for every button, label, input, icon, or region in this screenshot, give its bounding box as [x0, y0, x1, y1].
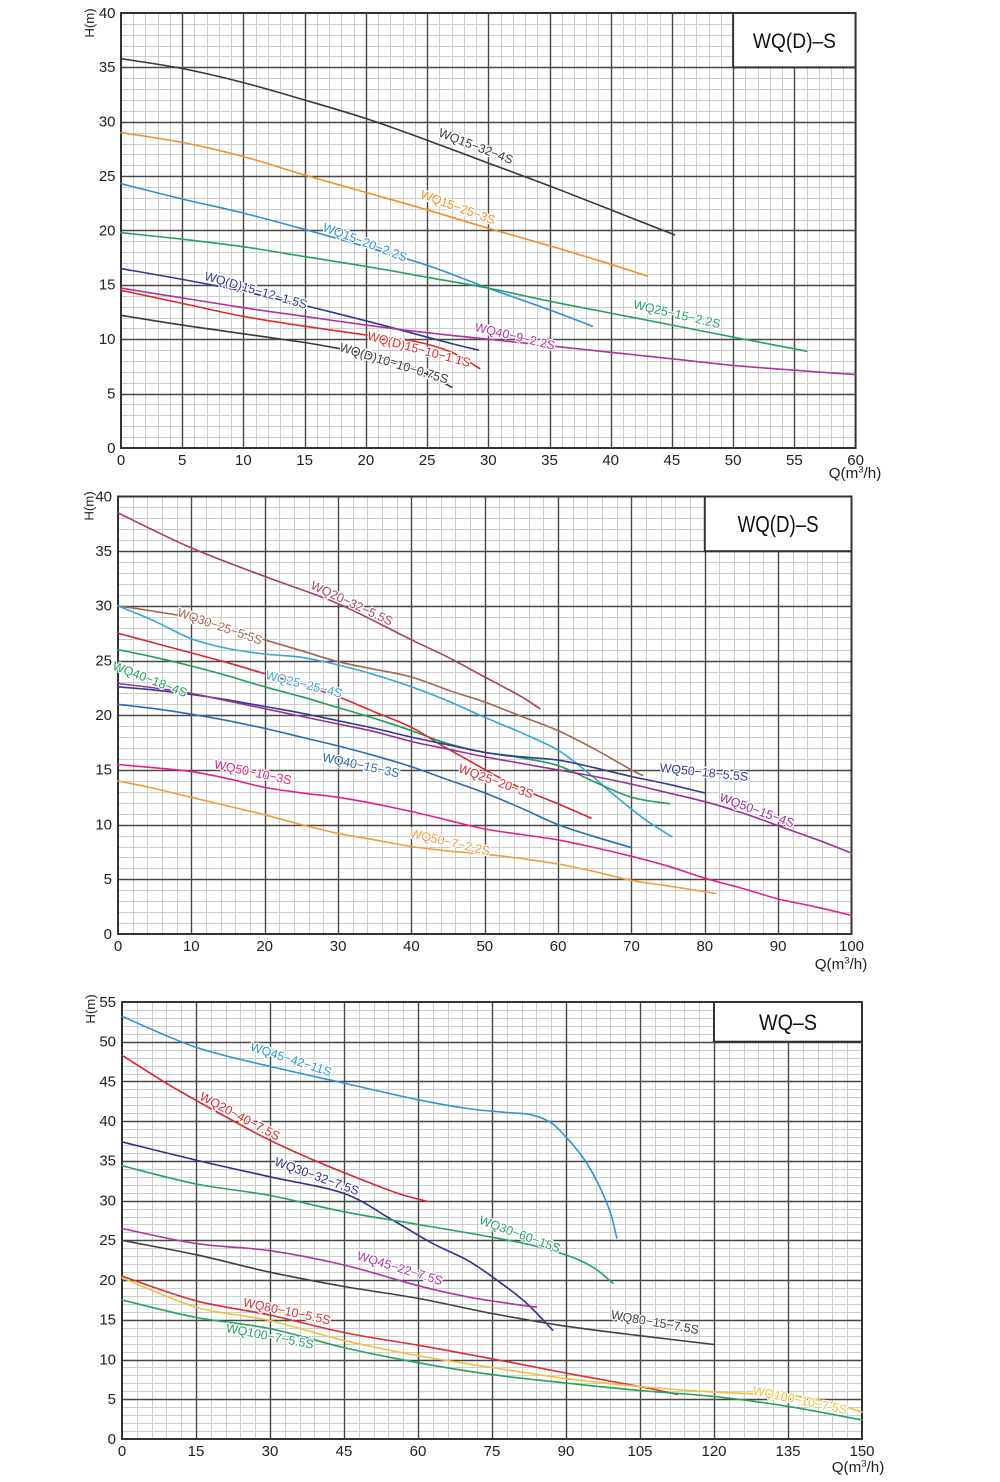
svg-text:30: 30 — [330, 938, 347, 955]
svg-text:120: 120 — [701, 1443, 726, 1460]
svg-text:60: 60 — [410, 1443, 427, 1460]
svg-text:Q(m3/h): Q(m3/h) — [829, 465, 882, 483]
svg-text:10: 10 — [235, 452, 252, 469]
svg-text:0: 0 — [114, 938, 122, 955]
svg-text:30: 30 — [95, 598, 112, 615]
svg-text:90: 90 — [558, 1443, 575, 1460]
svg-text:75: 75 — [484, 1443, 501, 1460]
svg-text:15: 15 — [99, 1312, 116, 1329]
svg-text:WQ–S: WQ–S — [759, 1010, 817, 1035]
svg-text:25: 25 — [99, 1232, 116, 1249]
svg-text:50: 50 — [476, 938, 493, 955]
svg-text:0: 0 — [117, 452, 125, 469]
svg-text:25: 25 — [99, 168, 116, 185]
svg-text:H(m): H(m) — [82, 491, 97, 520]
svg-text:40: 40 — [403, 938, 420, 955]
svg-text:30: 30 — [99, 114, 116, 131]
svg-text:55: 55 — [786, 452, 803, 469]
svg-text:55: 55 — [99, 994, 116, 1011]
svg-text:35: 35 — [99, 59, 116, 76]
svg-text:20: 20 — [256, 938, 273, 955]
svg-text:H(m): H(m) — [83, 994, 98, 1023]
svg-text:60: 60 — [847, 452, 864, 469]
svg-text:15: 15 — [296, 452, 313, 469]
svg-text:0: 0 — [107, 440, 115, 457]
svg-text:35: 35 — [541, 452, 558, 469]
svg-text:WQ(D)–S: WQ(D)–S — [738, 511, 819, 537]
svg-text:30: 30 — [99, 1193, 116, 1210]
svg-text:Q(m3/h): Q(m3/h) — [832, 1459, 885, 1477]
svg-text:80: 80 — [696, 938, 713, 955]
svg-text:50: 50 — [99, 1034, 116, 1051]
svg-text:5: 5 — [104, 871, 112, 888]
svg-text:45: 45 — [336, 1443, 353, 1460]
svg-text:105: 105 — [627, 1443, 652, 1460]
svg-text:20: 20 — [99, 222, 116, 239]
svg-text:15: 15 — [99, 277, 116, 294]
svg-text:60: 60 — [550, 938, 567, 955]
svg-text:45: 45 — [664, 452, 681, 469]
svg-text:50: 50 — [725, 452, 742, 469]
svg-text:5: 5 — [178, 452, 186, 469]
svg-text:5: 5 — [108, 1391, 116, 1408]
svg-text:40: 40 — [602, 452, 619, 469]
svg-text:0: 0 — [108, 1431, 116, 1448]
svg-text:45: 45 — [99, 1073, 116, 1090]
svg-text:40: 40 — [99, 1113, 116, 1130]
svg-text:15: 15 — [95, 762, 112, 779]
svg-text:10: 10 — [183, 938, 200, 955]
svg-text:10: 10 — [95, 816, 112, 833]
svg-text:40: 40 — [99, 5, 116, 22]
svg-text:25: 25 — [419, 452, 436, 469]
svg-text:20: 20 — [99, 1272, 116, 1289]
svg-text:35: 35 — [99, 1153, 116, 1170]
svg-text:10: 10 — [99, 331, 116, 348]
svg-text:40: 40 — [95, 488, 112, 505]
svg-text:Q(m3/h): Q(m3/h) — [815, 956, 868, 974]
svg-text:150: 150 — [849, 1443, 874, 1460]
svg-text:0: 0 — [118, 1443, 126, 1460]
svg-text:5: 5 — [107, 385, 115, 402]
svg-text:70: 70 — [623, 938, 640, 955]
svg-text:0: 0 — [104, 926, 112, 943]
svg-text:20: 20 — [95, 707, 112, 724]
svg-text:15: 15 — [188, 1443, 205, 1460]
svg-text:WQ(D)–S: WQ(D)–S — [753, 29, 836, 53]
svg-text:35: 35 — [95, 543, 112, 560]
svg-text:90: 90 — [770, 938, 787, 955]
svg-text:20: 20 — [358, 452, 375, 469]
svg-text:100: 100 — [839, 938, 864, 955]
svg-text:10: 10 — [99, 1351, 116, 1368]
svg-text:H(m): H(m) — [82, 8, 97, 37]
svg-text:30: 30 — [480, 452, 497, 469]
svg-text:30: 30 — [262, 1443, 279, 1460]
svg-text:25: 25 — [95, 652, 112, 669]
svg-text:135: 135 — [775, 1443, 800, 1460]
